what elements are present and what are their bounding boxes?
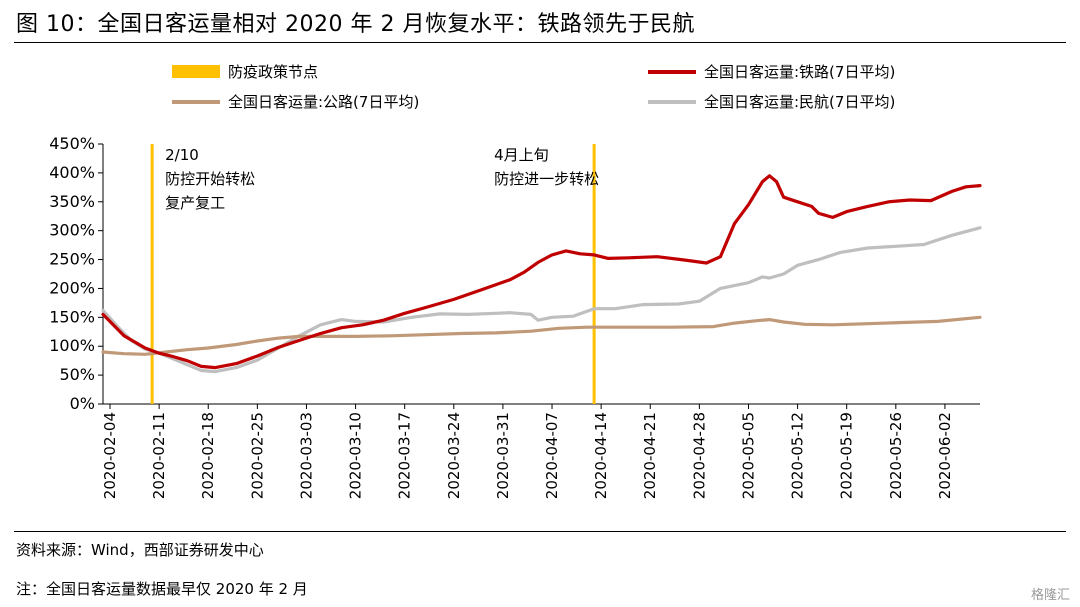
- series-line: [101, 226, 982, 374]
- x-tick-label: 2020-04-07: [543, 412, 561, 499]
- y-tick-label: 200%: [49, 278, 95, 297]
- x-tick-label: 2020-05-05: [739, 412, 757, 499]
- legend-label: 全国日客运量:公路(7日平均): [228, 93, 419, 111]
- event-annotation: 4月上旬: [494, 146, 549, 164]
- y-tick-label: 250%: [49, 250, 95, 269]
- event-annotation: 防控进一步转松: [494, 170, 599, 188]
- y-tick-label: 50%: [59, 365, 95, 384]
- legend-label: 全国日客运量:民航(7日平均): [704, 93, 895, 111]
- event-annotation: 复产复工: [165, 194, 225, 212]
- x-tick-label: 2020-02-04: [101, 412, 119, 499]
- x-tick-label: 2020-02-11: [150, 412, 168, 499]
- x-tick-label: 2020-06-02: [936, 412, 954, 499]
- legend-swatch: [172, 65, 220, 78]
- footer-divider: [14, 531, 1066, 532]
- y-tick-label: 300%: [49, 221, 95, 240]
- x-tick-label: 2020-03-03: [297, 412, 315, 499]
- x-tick-label: 2020-05-12: [789, 412, 807, 499]
- x-tick-label: 2020-03-17: [396, 412, 414, 499]
- x-tick-label: 2020-02-18: [199, 412, 217, 499]
- source-note: 资料来源：Wind，西部证券研发中心: [16, 541, 264, 559]
- watermark: 格隆汇: [1030, 588, 1070, 603]
- legend-label: 全国日客运量:铁路(7日平均): [704, 63, 895, 81]
- line-chart: 0% 50% 100% 150% 200% 250% 300% 350% 400% 450% 202…: [49, 63, 982, 499]
- x-tick-label: 2020-04-21: [641, 412, 659, 499]
- event-annotation: 防控开始转松: [165, 170, 255, 188]
- title-divider: [14, 42, 1066, 43]
- x-tick-label: 2020-04-28: [690, 412, 708, 499]
- y-tick-label: 450%: [49, 134, 95, 153]
- chart-title: 图 10：全国日客运量相对 2020 年 2 月恢复水平：铁路领先于民航: [16, 12, 695, 37]
- event-annotation: 2/10: [165, 146, 199, 164]
- x-tick-label: 2020-03-24: [445, 412, 463, 499]
- y-tick-label: 350%: [49, 192, 95, 211]
- x-tick-label: 2020-03-10: [347, 412, 365, 499]
- data-note: 注：全国日客运量数据最早仅 2020 年 2 月: [16, 580, 308, 598]
- y-tick-label: 0%: [70, 394, 95, 413]
- legend-label: 防疫政策节点: [228, 63, 318, 81]
- y-tick-label: 100%: [49, 336, 95, 355]
- series-line: [101, 315, 982, 356]
- y-tick-label: 150%: [49, 307, 95, 326]
- x-tick-label: 2020-03-31: [494, 412, 512, 499]
- x-tick-label: 2020-05-26: [887, 412, 905, 499]
- x-tick-label: 2020-02-25: [248, 412, 266, 499]
- x-tick-label: 2020-04-14: [592, 412, 610, 499]
- x-tick-label: 2020-05-19: [838, 412, 856, 499]
- y-tick-label: 400%: [49, 163, 95, 182]
- series-line: [101, 174, 982, 370]
